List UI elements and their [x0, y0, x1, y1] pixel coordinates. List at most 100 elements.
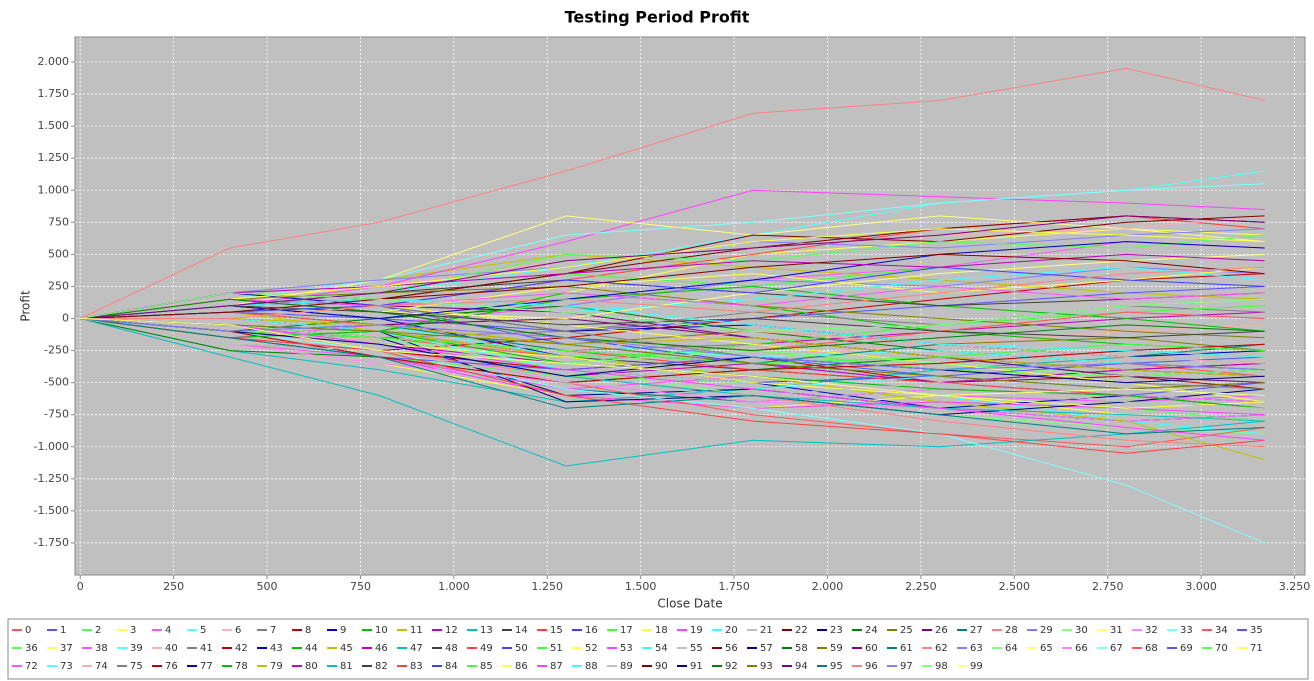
series-line	[80, 189, 1265, 319]
legend-label: 54	[655, 643, 668, 654]
legend-label: 89	[620, 661, 633, 672]
y-tick-label: -750	[44, 408, 69, 421]
y-tick-label: 1.250	[38, 151, 70, 164]
legend-label: 2	[95, 625, 101, 636]
legend-label: 49	[480, 643, 493, 654]
legend-label: 48	[445, 643, 458, 654]
legend-label: 9	[340, 625, 346, 636]
series-line	[80, 318, 1265, 384]
series-line	[80, 285, 1265, 332]
legend-label: 42	[235, 643, 248, 654]
legend-label: 61	[900, 643, 913, 654]
legend-label: 5	[200, 625, 206, 636]
series-line	[80, 253, 1265, 319]
legend-items: 0 1 2 3 4 5 6 7 8 9 10 11 12 13 14 15 16 17 18 19 20 21 22 23 24…	[12, 625, 1263, 672]
y-tick-label: 1.500	[38, 119, 70, 132]
legend-label: 85	[480, 661, 493, 672]
legend-label: 67	[1110, 643, 1123, 654]
legend-label: 70	[1215, 643, 1228, 654]
legend-label: 44	[305, 643, 318, 654]
series-line	[80, 318, 1265, 435]
series-line	[79, 67, 1265, 319]
legend-label: 74	[95, 661, 108, 672]
series-line	[80, 318, 1265, 441]
legend-label: 8	[305, 625, 311, 636]
legend-label: 84	[445, 661, 458, 672]
x-tick-label: 1.500	[625, 580, 657, 593]
x-axis-title: Close Date	[657, 597, 722, 611]
legend-label: 66	[1075, 643, 1088, 654]
series-line	[80, 318, 1265, 371]
legend-label: 33	[1180, 625, 1193, 636]
legend-label: 12	[445, 625, 458, 636]
legend-label: 11	[410, 625, 423, 636]
legend-label: 46	[375, 643, 388, 654]
legend-label: 55	[690, 643, 703, 654]
legend-label: 10	[375, 625, 388, 636]
legend-label: 68	[1145, 643, 1158, 654]
legend-label: 97	[900, 661, 913, 672]
legend-label: 62	[935, 643, 948, 654]
series-line	[80, 311, 1265, 339]
x-tick-label: 1.750	[718, 580, 750, 593]
legend-label: 25	[900, 625, 913, 636]
legend-label: 15	[550, 625, 563, 636]
x-tick-label: 750	[350, 580, 371, 593]
legend-label: 58	[795, 643, 808, 654]
legend-label: 51	[550, 643, 563, 654]
y-tick-label: 750	[48, 215, 69, 228]
legend-label: 78	[235, 661, 248, 672]
series-line	[80, 318, 1265, 454]
legend-label: 93	[760, 661, 773, 672]
x-tick-label: 2.000	[812, 580, 844, 593]
series-line	[80, 318, 1265, 364]
legend-label: 95	[830, 661, 843, 672]
legend-label: 73	[60, 661, 73, 672]
y-tick-label: -1.250	[34, 472, 69, 485]
plot-area	[74, 36, 1306, 576]
lines	[79, 67, 1265, 544]
y-tick-label: 250	[48, 279, 69, 292]
legend-label: 26	[935, 625, 948, 636]
legend-label: 6	[235, 625, 241, 636]
legend-label: 18	[655, 625, 668, 636]
legend-label: 98	[935, 661, 948, 672]
legend-label: 82	[375, 661, 388, 672]
y-tick-label: 0	[62, 312, 69, 325]
legend-label: 60	[865, 643, 878, 654]
legend-label: 29	[1040, 625, 1053, 636]
legend-label: 99	[970, 661, 983, 672]
legend-label: 21	[760, 625, 773, 636]
legend-label: 3	[130, 625, 136, 636]
legend-label: 77	[200, 661, 213, 672]
legend-label: 64	[1005, 643, 1018, 654]
legend-label: 86	[515, 661, 528, 672]
series-line	[80, 318, 1265, 409]
series-line	[80, 266, 1265, 319]
legend-label: 23	[830, 625, 843, 636]
series-line	[80, 215, 1265, 319]
legend-label: 90	[655, 661, 668, 672]
series-line	[80, 285, 1265, 319]
series-line	[80, 318, 1265, 544]
legend-label: 34	[1215, 625, 1228, 636]
legend-label: 50	[515, 643, 528, 654]
legend-label: 41	[200, 643, 213, 654]
legend-label: 53	[620, 643, 633, 654]
legend-label: 92	[725, 661, 738, 672]
legend-label: 14	[515, 625, 528, 636]
legend-label: 36	[25, 643, 38, 654]
y-tick-label: -250	[44, 344, 69, 357]
x-tick-label: 1.250	[532, 580, 564, 593]
legend-label: 17	[620, 625, 633, 636]
chart-title: Testing Period Profit	[565, 8, 750, 27]
legend-label: 24	[865, 625, 878, 636]
legend-label: 47	[410, 643, 423, 654]
legend-label: 28	[1005, 625, 1018, 636]
legend-label: 63	[970, 643, 983, 654]
legend-label: 0	[25, 625, 31, 636]
legend-label: 56	[725, 643, 738, 654]
series-line	[80, 241, 1265, 320]
series-line	[80, 292, 1265, 332]
